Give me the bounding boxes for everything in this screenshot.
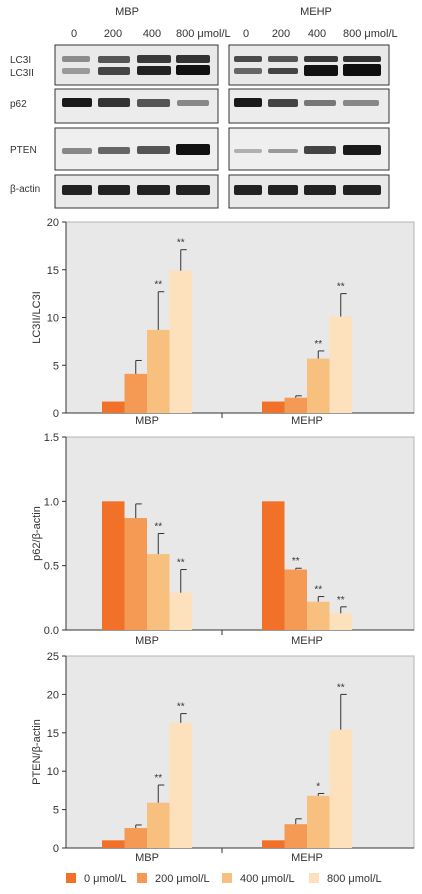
- y-tick-label: 0.5: [44, 561, 59, 573]
- bar: [124, 518, 147, 630]
- bar: [284, 397, 307, 413]
- significance-marker: **: [292, 556, 300, 567]
- blot-group-label-mehp: MEHP: [300, 6, 332, 18]
- bar: [169, 722, 192, 848]
- legend-swatch: [137, 873, 147, 883]
- bar: [102, 840, 125, 848]
- y-axis-label: LC3II/LC3I: [31, 291, 43, 344]
- blot-images: [54, 44, 390, 209]
- significance-marker: **: [337, 682, 345, 693]
- plot-area: [65, 655, 415, 849]
- blot-lane-label: 200: [272, 28, 290, 40]
- blot-group-label-mbp: MBP: [115, 6, 139, 18]
- blot-lane-label: 400: [143, 28, 161, 40]
- y-tick-label: 15: [47, 728, 59, 740]
- y-tick-label: 10: [47, 313, 59, 325]
- blot-lane-label: 0: [71, 28, 77, 40]
- category-label: MBP: [135, 415, 159, 427]
- western-blot-panel: MBP MEHP 0 200 400 800 μmol/L 0 200 400 …: [10, 6, 398, 209]
- legend-label: 800 μmol/L: [327, 873, 382, 885]
- legend: 0 μmol/L 200 μmol/L 400 μmol/L 800 μmol/L: [66, 873, 382, 885]
- blot-lane-label: 200: [104, 28, 122, 40]
- y-tick-label: 20: [47, 217, 59, 229]
- bar: [147, 802, 170, 848]
- blot-row-label-lc3ii: LC3II: [10, 68, 34, 79]
- y-tick-label: 25: [47, 651, 59, 663]
- bar: [262, 501, 285, 630]
- category-label: MEHP: [291, 635, 323, 647]
- blot-lane-label: 400: [308, 28, 326, 40]
- bar: [284, 824, 307, 848]
- significance-marker: **: [154, 522, 162, 533]
- blot-lane-label: 800 μmol/L: [343, 28, 398, 40]
- significance-marker: **: [314, 339, 322, 350]
- category-label: MBP: [135, 852, 159, 864]
- bar: [147, 329, 170, 413]
- blot-row-label-lc3i: LC3I: [10, 55, 31, 66]
- bar: [124, 828, 147, 848]
- category-label: MEHP: [291, 415, 323, 427]
- blot-row-label-pten: PTEN: [10, 145, 37, 156]
- bar: [124, 373, 147, 413]
- blot-row-label-p62: p62: [10, 99, 27, 110]
- y-tick-label: 20: [47, 689, 59, 701]
- y-tick-label: 1.5: [44, 432, 59, 444]
- y-axis-label: p62/β-actin: [31, 506, 43, 561]
- significance-marker: **: [177, 238, 185, 249]
- y-tick-label: 10: [47, 766, 59, 778]
- significance-marker: **: [337, 595, 345, 606]
- plot-area: [65, 221, 415, 414]
- significance-marker: **: [177, 702, 185, 713]
- category-label: MEHP: [291, 852, 323, 864]
- legend-label: 0 μmol/L: [84, 873, 126, 885]
- legend-swatch: [309, 873, 319, 883]
- bar: [307, 601, 330, 630]
- blot-lane-label: 0: [243, 28, 249, 40]
- significance-marker: **: [154, 773, 162, 784]
- chart-p62: 0.0 0.5 1.0 1.5 p62/β-actin MBP MEHP ** ** ** ** **: [31, 432, 415, 647]
- y-tick-label: 15: [47, 265, 59, 277]
- bar: [329, 613, 352, 630]
- bar: [169, 592, 192, 630]
- bar: [284, 569, 307, 630]
- bar: [147, 554, 170, 630]
- significance-marker: **: [177, 558, 185, 569]
- bar: [307, 795, 330, 848]
- significance-marker: **: [314, 585, 322, 596]
- y-tick-label: 5: [53, 360, 59, 372]
- bar: [307, 358, 330, 413]
- bar: [102, 501, 125, 630]
- chart-lc3: 0 5 10 15 20 LC3II/LC3I MBP MEHP ** ** ** **: [31, 217, 415, 427]
- significance-marker: **: [337, 282, 345, 293]
- blot-row-label-beta-actin: β-actin: [10, 184, 40, 195]
- bar: [329, 316, 352, 413]
- legend-swatch: [66, 873, 76, 883]
- significance-marker: **: [154, 280, 162, 291]
- y-axis-label: PTEN/β-actin: [31, 719, 43, 785]
- bar: [102, 401, 125, 413]
- legend-label: 400 μmol/L: [240, 873, 295, 885]
- legend-label: 200 μmol/L: [155, 873, 210, 885]
- y-tick-label: 0: [53, 408, 59, 420]
- bar: [329, 729, 352, 848]
- blot-lane-label: 800 μmol/L: [176, 28, 231, 40]
- bar: [169, 270, 192, 413]
- y-tick-label: 5: [53, 805, 59, 817]
- y-tick-label: 0.0: [44, 625, 59, 637]
- bar: [262, 401, 285, 413]
- y-tick-label: 0: [53, 843, 59, 855]
- bar: [262, 840, 285, 848]
- legend-swatch: [222, 873, 232, 883]
- significance-marker: *: [316, 781, 320, 792]
- y-tick-label: 1.0: [44, 496, 59, 508]
- category-label: MBP: [135, 635, 159, 647]
